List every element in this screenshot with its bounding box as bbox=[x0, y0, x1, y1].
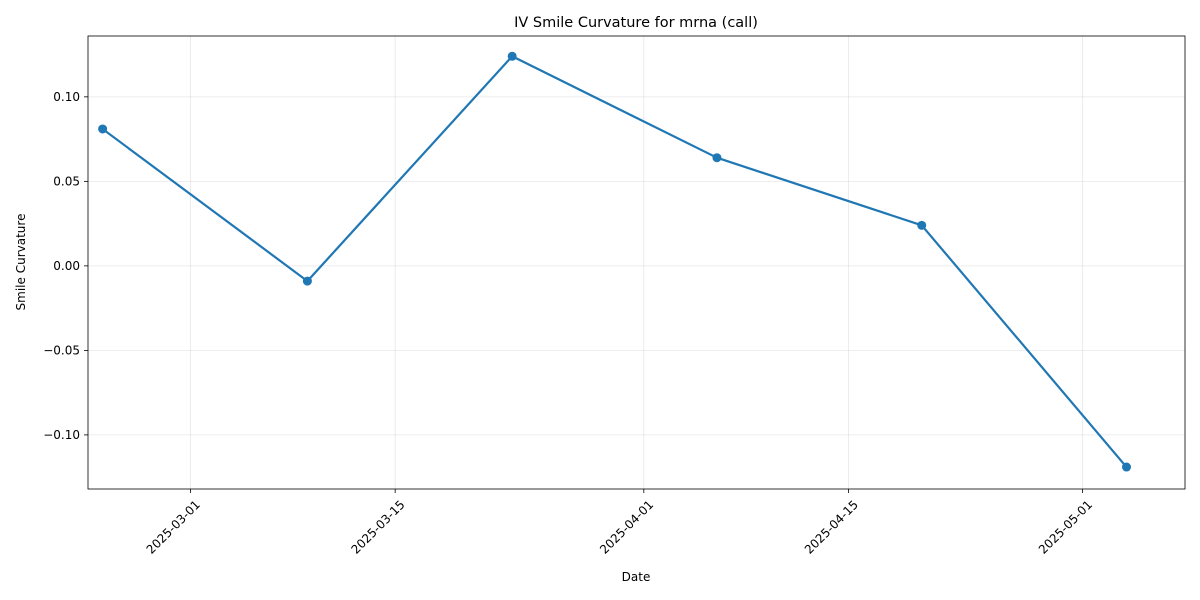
y-tick-label: 0.05 bbox=[53, 174, 80, 188]
y-tick-label: −0.05 bbox=[43, 343, 80, 357]
data-point bbox=[302, 276, 312, 286]
data-point bbox=[712, 153, 722, 163]
chart-title: IV Smile Curvature for mrna (call) bbox=[514, 15, 758, 31]
data-point bbox=[98, 124, 108, 134]
plot-frame bbox=[87, 35, 1186, 490]
x-axis-label: Date bbox=[622, 570, 651, 584]
y-tick-label: 0.10 bbox=[53, 90, 80, 104]
data-point bbox=[917, 220, 927, 230]
data-point bbox=[1121, 462, 1131, 472]
y-tick-label: −0.10 bbox=[43, 428, 80, 442]
y-tick-label: 0.00 bbox=[53, 259, 80, 273]
y-axis-label: Smile Curvature bbox=[14, 214, 28, 311]
grid bbox=[88, 36, 1185, 489]
series-line bbox=[101, 55, 1128, 468]
series-group bbox=[98, 51, 1131, 472]
data-point bbox=[507, 51, 517, 61]
y-axis-ticks: 0.10 0.05 0.00 −0.05 −0.10 bbox=[43, 90, 88, 442]
